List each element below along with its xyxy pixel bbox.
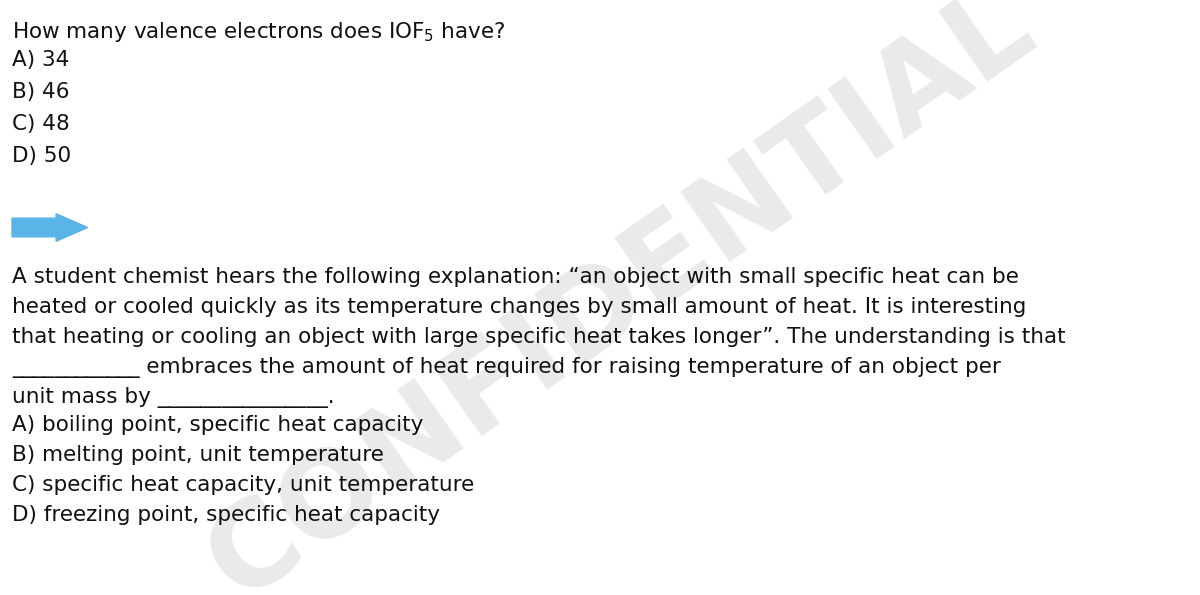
Text: C) 48: C) 48: [12, 114, 70, 134]
Text: A) boiling point, specific heat capacity: A) boiling point, specific heat capacity: [12, 415, 424, 435]
Text: heated or cooled quickly as its temperature changes by small amount of heat. It : heated or cooled quickly as its temperat…: [12, 297, 1026, 317]
Text: A) 34: A) 34: [12, 50, 70, 70]
Text: C) specific heat capacity, unit temperature: C) specific heat capacity, unit temperat…: [12, 475, 474, 495]
Text: How many valence electrons does IOF$_5$ have?: How many valence electrons does IOF$_5$ …: [12, 20, 505, 44]
Text: unit mass by ________________.: unit mass by ________________.: [12, 387, 335, 408]
Text: D) 50: D) 50: [12, 146, 71, 166]
Text: that heating or cooling an object with large specific heat takes longer”. The un: that heating or cooling an object with l…: [12, 327, 1066, 347]
FancyArrow shape: [12, 214, 88, 241]
Text: B) 46: B) 46: [12, 82, 70, 102]
Text: CONFIDENTIAL: CONFIDENTIAL: [186, 0, 1054, 595]
Text: ____________ embraces the amount of heat required for raising temperature of an : ____________ embraces the amount of heat…: [12, 357, 1001, 378]
Text: A student chemist hears the following explanation: “an object with small specifi: A student chemist hears the following ex…: [12, 267, 1019, 287]
Text: B) melting point, unit temperature: B) melting point, unit temperature: [12, 445, 384, 465]
Text: D) freezing point, specific heat capacity: D) freezing point, specific heat capacit…: [12, 505, 440, 525]
